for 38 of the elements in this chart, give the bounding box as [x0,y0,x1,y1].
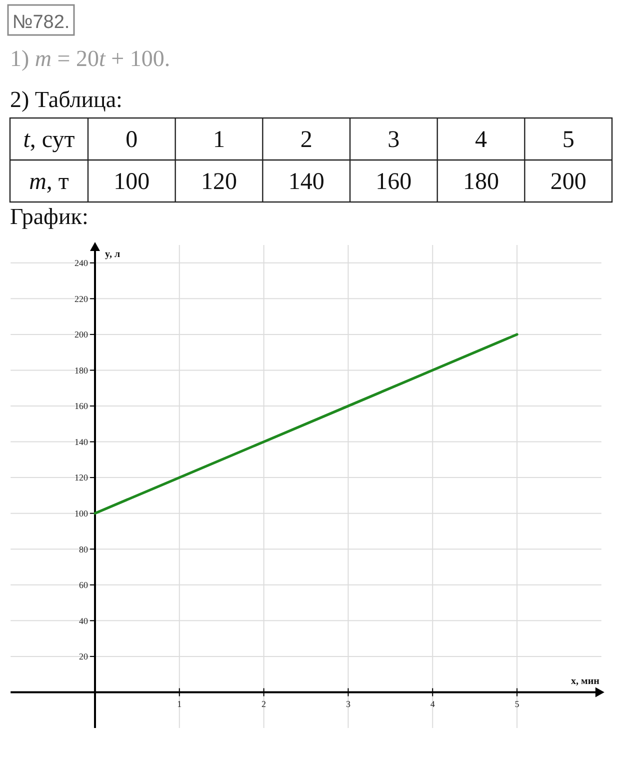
y-tick-label: 160 [74,401,88,412]
text: 0 [126,127,138,153]
text: 2 [300,127,312,153]
x-tick-label: 3 [346,699,351,710]
text: 180 [463,169,499,195]
y-tick-label: 180 [74,365,88,376]
text: №782. [12,12,70,33]
y-tick-label: 60 [79,580,88,590]
text: 2) Таблица: [10,87,122,112]
y-tick-label: 240 [74,258,88,268]
x-axis-title: x, мин [571,676,600,688]
y-tick-label: 220 [74,294,88,304]
text: 1 [213,127,225,153]
y-tick-label: 140 [74,436,88,447]
y-tick-label: 80 [79,544,88,554]
text: t, сут [23,127,76,153]
x-tick-label: 4 [430,699,436,710]
x-tick-label: 1 [177,699,182,710]
y-tick-label: 100 [74,508,88,518]
text: 1) m = 20t + 100. [10,46,170,71]
y-tick-label: 120 [74,472,88,483]
y-tick-label: 40 [79,616,88,626]
text: 140 [288,169,324,195]
y-tick-label: 200 [74,330,88,340]
y-axis-title: y, л [105,249,120,260]
text: 120 [201,169,237,195]
x-tick-label: 5 [514,699,520,710]
text: 200 [550,169,586,195]
text: 100 [114,169,150,195]
text: 3 [388,127,400,153]
text: 5 [562,127,574,153]
chart-title: График: [10,204,88,229]
text: m, т [29,169,70,195]
text: 4 [475,127,487,153]
x-tick-label: 2 [262,699,266,710]
y-tick-label: 20 [79,652,88,662]
text: 160 [376,169,412,195]
line-series [94,333,518,515]
